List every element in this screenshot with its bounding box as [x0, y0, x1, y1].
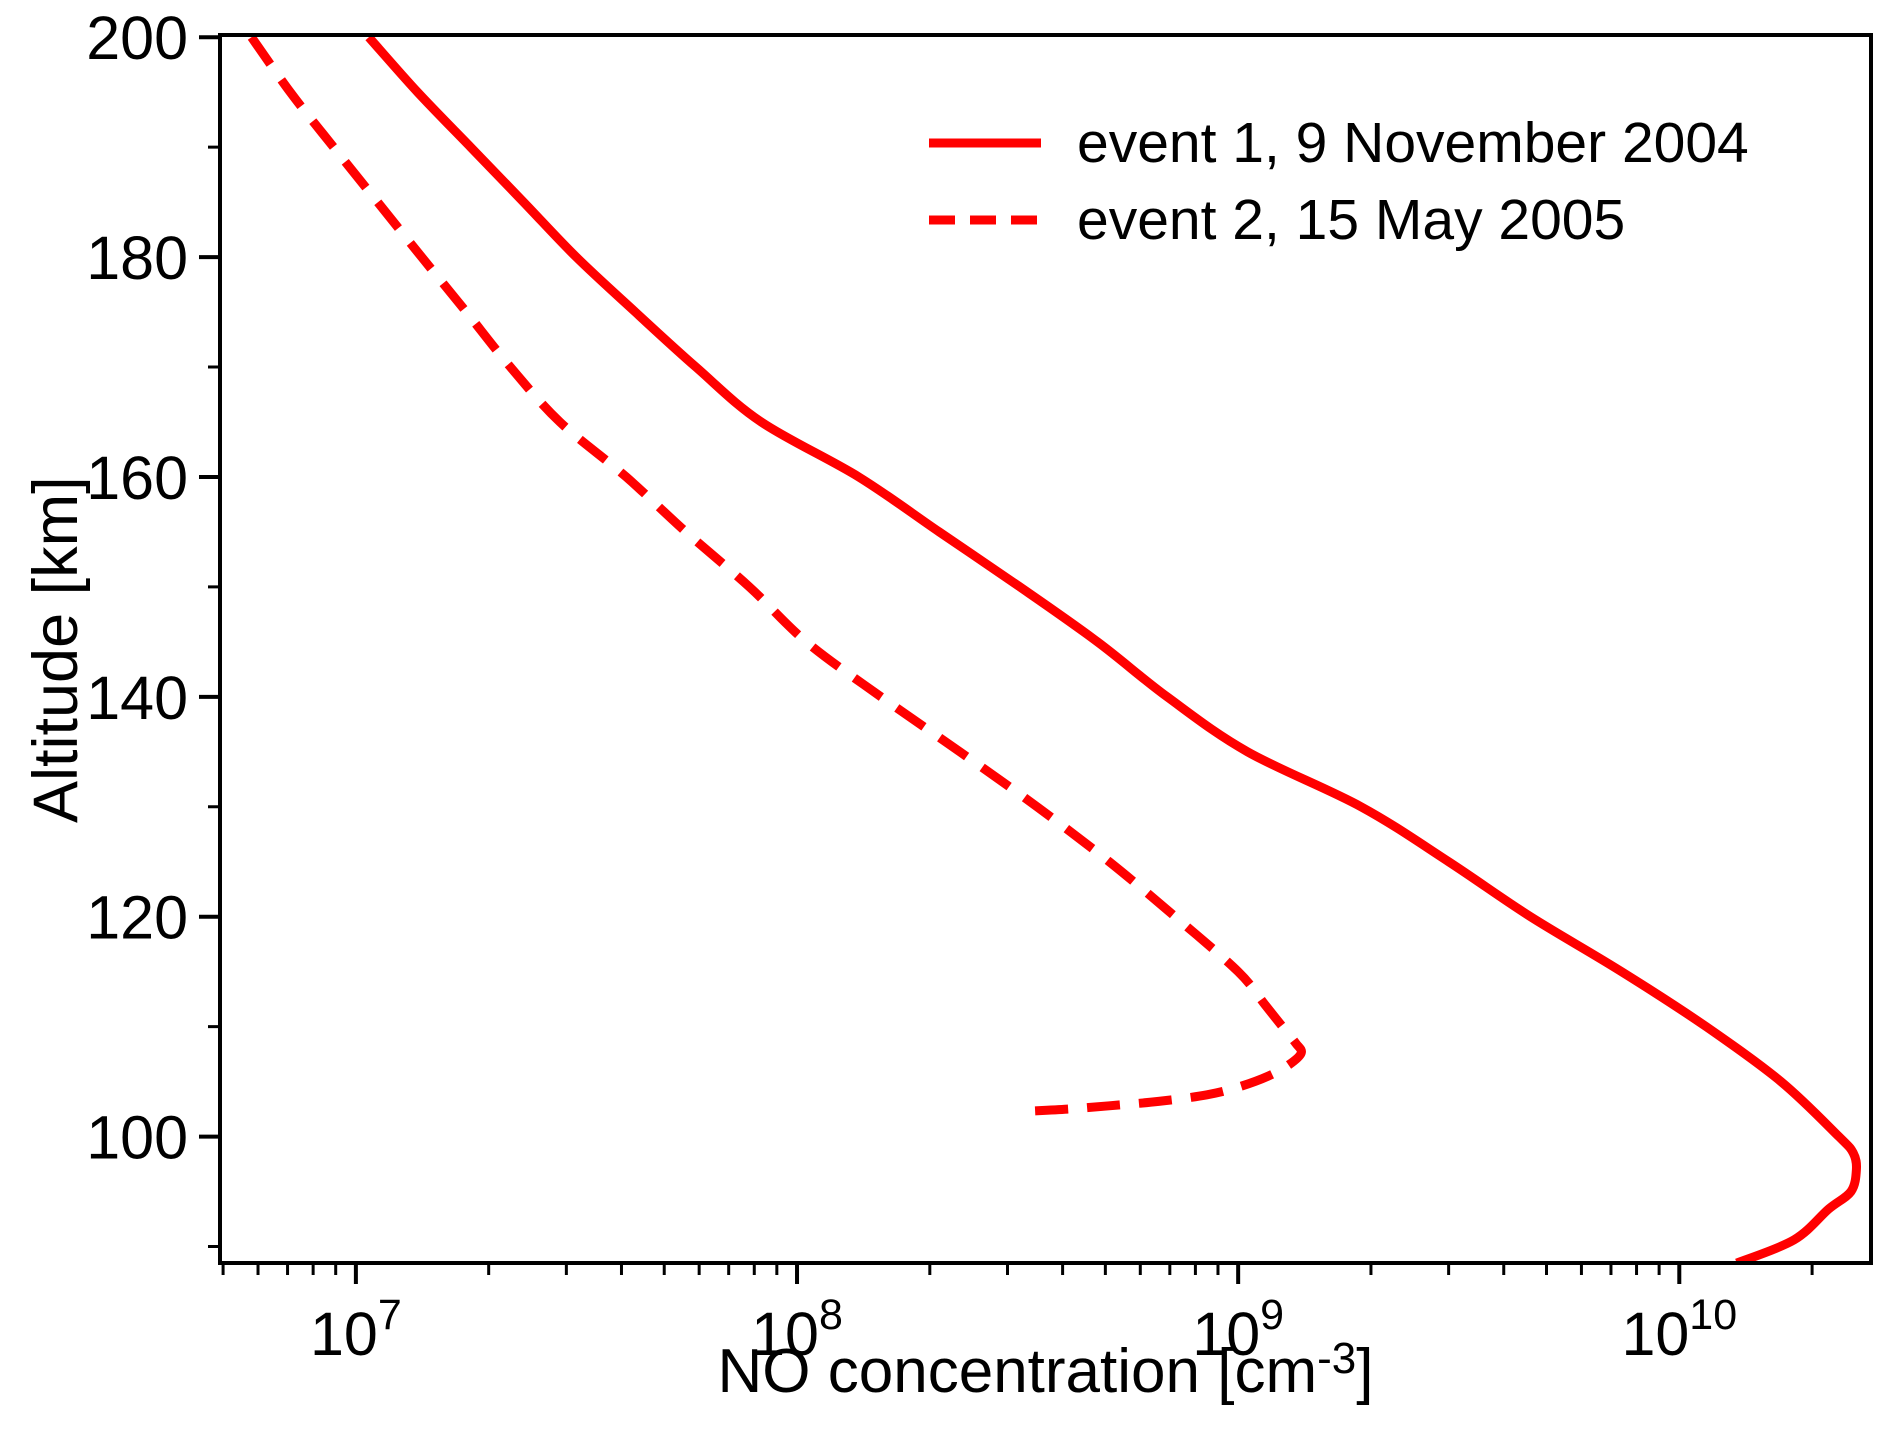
legend: event 1, 9 November 2004 event 2, 15 May…: [926, 104, 1749, 258]
x-axis-title: NO concentration [cm-3]: [220, 1334, 1871, 1406]
legend-label-event1: event 1, 9 November 2004: [1077, 110, 1749, 175]
x-axis-title-bracket: ]: [1356, 1337, 1374, 1406]
x-axis-tick-label: 109: [1192, 1291, 1284, 1368]
x-axis-title-superscript: -3: [1317, 1334, 1357, 1383]
legend-dashed-line-icon: [929, 215, 1041, 224]
x-axis-title-text: NO concentration [cm: [717, 1337, 1318, 1406]
y-axis-title-text: Altitude [km]: [21, 476, 91, 824]
x-axis-tick-label: 108: [751, 1291, 843, 1368]
legend-solid-line-icon: [929, 138, 1041, 147]
legend-entry-event2: event 2, 15 May 2005: [926, 181, 1749, 258]
x-axis-tick-label: 107: [310, 1291, 402, 1368]
y-axis-tick-label: 180: [86, 224, 188, 292]
y-axis-tick-label: 100: [86, 1104, 188, 1172]
y-axis-tick-label: 160: [86, 444, 188, 512]
legend-entry-event1: event 1, 9 November 2004: [926, 104, 1749, 181]
series-group: [247, 35, 1862, 1263]
legend-label-event2: event 2, 15 May 2005: [1077, 187, 1626, 252]
y-axis-title: Altitude [km]: [8, 37, 92, 1263]
y-axis-tick-label: 200: [86, 4, 188, 72]
series-line-event1: [365, 35, 1862, 1263]
y-axis-tick-label: 140: [86, 664, 188, 732]
y-axis-tick-label: 120: [86, 884, 188, 952]
x-axis-tick-label: 1010: [1621, 1291, 1737, 1368]
plot-border: [218, 33, 1873, 1265]
series-line-event2: [247, 35, 1306, 1116]
